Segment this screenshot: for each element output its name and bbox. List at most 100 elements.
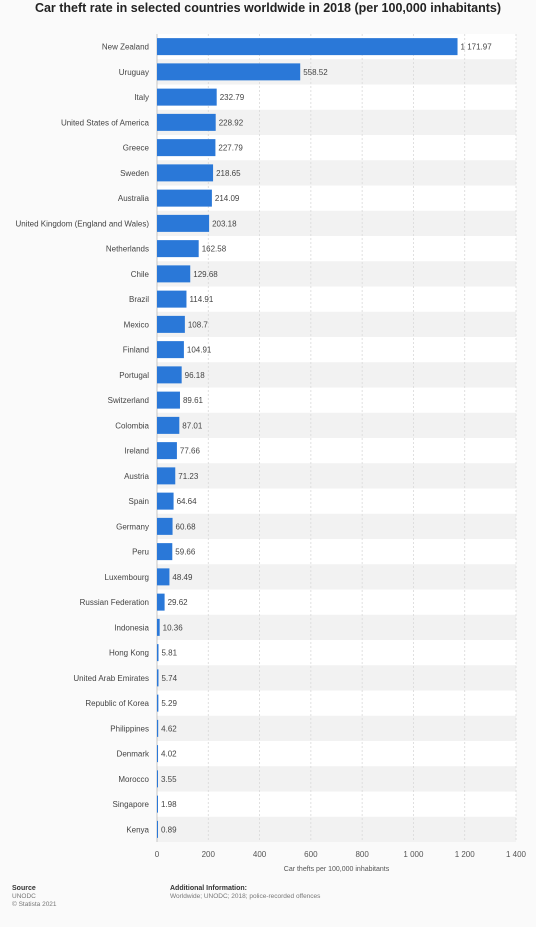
category-label: Mexico (124, 320, 150, 329)
category-label: Russian Federation (80, 598, 149, 607)
category-label: Luxembourg (105, 573, 149, 582)
x-tick-label: 400 (253, 850, 267, 859)
x-tick-label: 600 (304, 850, 318, 859)
bar (157, 543, 173, 561)
value-label: 77.66 (180, 447, 201, 456)
row-band (157, 412, 516, 438)
row-band (157, 665, 516, 691)
value-label: 232.79 (220, 93, 245, 102)
info-text: Worldwide; UNODC; 2018; police-recorded … (170, 893, 321, 900)
value-label: 4.62 (161, 724, 177, 733)
category-label: Spain (129, 497, 149, 506)
value-label: 5.81 (161, 649, 177, 658)
bar (157, 618, 160, 636)
value-label: 3.55 (161, 775, 177, 784)
category-label: Singapore (113, 800, 150, 809)
row-band (157, 311, 516, 337)
category-label: Brazil (129, 295, 149, 304)
category-label: Chile (131, 270, 150, 279)
value-label: 59.66 (175, 548, 196, 557)
category-label: New Zealand (102, 43, 149, 52)
x-tick-label: 0 (155, 850, 160, 859)
bar (157, 442, 177, 460)
category-label: Hong Kong (109, 649, 149, 658)
chart-title: Car theft rate in selected countries wor… (34, 1, 502, 15)
category-label: Denmark (117, 750, 150, 759)
row-band (157, 261, 516, 287)
category-label: Italy (134, 93, 149, 102)
category-label: Germany (116, 522, 149, 531)
additional-info-block: Additional Information: Worldwide; UNODC… (170, 885, 320, 901)
row-band (157, 766, 516, 792)
bar (157, 265, 191, 283)
category-label: Australia (118, 194, 150, 203)
value-label: 214.09 (215, 194, 240, 203)
value-label: 4.02 (161, 750, 177, 759)
row-band (157, 463, 516, 489)
source-heading: Source (12, 885, 36, 892)
category-label: Netherlands (106, 245, 149, 254)
category-label: Republic of Korea (85, 699, 149, 708)
value-label: 228.92 (219, 118, 244, 127)
bar (157, 164, 214, 182)
bar (157, 416, 180, 434)
category-label: Greece (123, 144, 150, 153)
value-label: 29.62 (168, 598, 189, 607)
value-label: 10.36 (163, 623, 184, 632)
bar (157, 88, 217, 106)
bar (157, 341, 184, 359)
value-label: 162.58 (202, 245, 227, 254)
category-label: Austria (124, 472, 149, 481)
copyright: © Statista 2021 (12, 901, 57, 908)
value-label: 96.18 (185, 371, 206, 380)
x-tick-label: 1 200 (455, 850, 476, 859)
value-label: 5.29 (161, 699, 177, 708)
bar (157, 189, 212, 207)
bar (157, 593, 165, 611)
category-label: United States of America (61, 118, 150, 127)
value-label: 87.01 (182, 421, 203, 430)
row-band (157, 109, 516, 135)
value-label: 114.91 (189, 295, 213, 304)
value-label: 227.79 (218, 144, 243, 153)
row-band (157, 513, 516, 539)
row-band (157, 362, 516, 388)
bar (157, 38, 458, 56)
category-label: Colombia (115, 421, 149, 430)
bar (157, 795, 158, 813)
bar (157, 820, 158, 838)
bar (157, 366, 182, 384)
bar (157, 113, 216, 131)
bar (157, 139, 216, 157)
bar (157, 240, 199, 258)
category-label: Sweden (120, 169, 149, 178)
bar (157, 391, 180, 409)
row-band (157, 210, 516, 236)
bar (157, 517, 173, 535)
bar (157, 770, 158, 788)
value-label: 558.52 (303, 68, 328, 77)
bar (157, 467, 176, 485)
category-label: Peru (132, 548, 149, 557)
bar (157, 290, 187, 308)
value-label: 203.18 (212, 219, 237, 228)
value-label: 129.68 (193, 270, 218, 279)
value-label: 1.98 (161, 800, 177, 809)
value-label: 64.64 (177, 497, 198, 506)
category-label: Uruguay (119, 68, 149, 77)
x-axis-title: Car thefts per 100,000 inhabitants (284, 866, 390, 873)
category-label: Finland (123, 346, 149, 355)
source-block: Source UNODC © Statista 2021 (12, 885, 57, 909)
value-label: 48.49 (172, 573, 193, 582)
bar (157, 719, 159, 737)
row-band (157, 614, 516, 640)
bar (157, 644, 159, 662)
bar (157, 694, 159, 712)
bar (157, 63, 301, 81)
value-label: 5.74 (161, 674, 177, 683)
row-band (157, 160, 516, 186)
value-label: 89.61 (183, 396, 204, 405)
category-label: Indonesia (114, 623, 149, 632)
bar (157, 669, 159, 687)
